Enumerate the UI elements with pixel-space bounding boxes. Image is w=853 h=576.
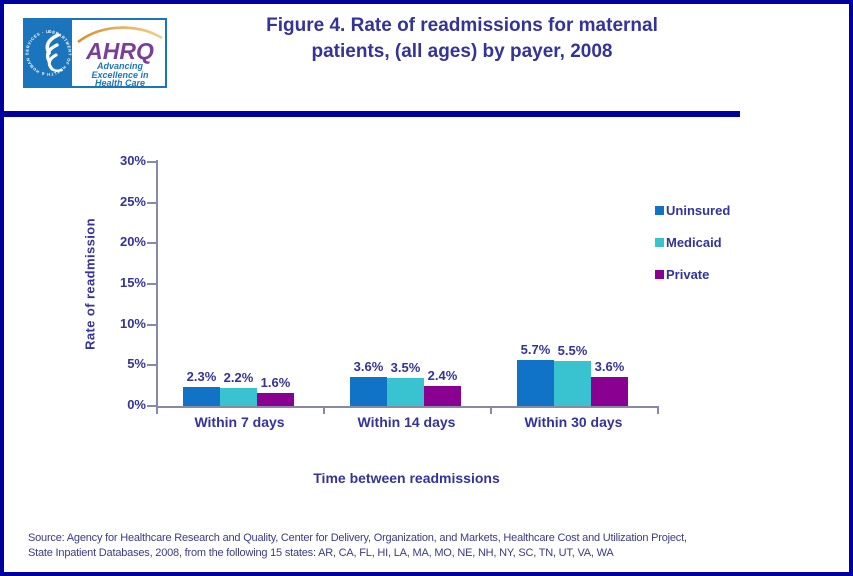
header-divider bbox=[4, 111, 740, 117]
y-tick-mark bbox=[147, 405, 156, 407]
x-tick-mark bbox=[657, 406, 659, 414]
x-tick-mark bbox=[156, 406, 158, 414]
y-tick-label: 15% bbox=[119, 275, 146, 290]
y-tick-mark bbox=[147, 242, 156, 245]
bar-value-label: 5.7% bbox=[520, 341, 551, 357]
bar-value-label: 3.6% bbox=[594, 358, 625, 374]
category-label: Within 30 days bbox=[524, 414, 623, 430]
bar-value-label: 3.5% bbox=[390, 359, 421, 375]
legend-swatch-icon bbox=[655, 238, 664, 247]
bar-private bbox=[591, 376, 628, 406]
bar-medicaid bbox=[387, 377, 424, 406]
y-tick-label: 30% bbox=[119, 153, 146, 168]
bar-value-label: 3.6% bbox=[353, 358, 384, 374]
bar-value-label: 2.4% bbox=[427, 368, 458, 384]
legend-swatch-icon bbox=[655, 206, 664, 215]
bar-medicaid bbox=[554, 361, 591, 406]
source-line2: State Inpatient Databases, 2008, from th… bbox=[28, 547, 614, 559]
legend-swatch-icon bbox=[655, 270, 664, 279]
bar-uninsured bbox=[517, 359, 554, 406]
ahrq-logo: DEPARTMENT OF HEALTH & HUMAN SERVICES · … bbox=[23, 18, 167, 88]
legend: Uninsured Medicaid Private bbox=[655, 203, 730, 299]
x-tick-mark bbox=[490, 406, 492, 414]
figure-title-line1: Figure 4. Rate of readmissions for mater… bbox=[266, 15, 658, 36]
y-tick-label: 5% bbox=[127, 356, 146, 372]
bar-medicaid bbox=[220, 388, 257, 406]
y-tick-mark bbox=[147, 364, 156, 367]
figure-title-line2: patients, (all ages) by payer, 2008 bbox=[311, 41, 613, 62]
legend-label: Private bbox=[666, 267, 710, 282]
legend-label: Medicaid bbox=[666, 235, 722, 250]
source-line1: Source: Agency for Healthcare Research a… bbox=[28, 532, 687, 544]
bar-value-label: 1.6% bbox=[260, 374, 291, 390]
tagline-line3: Health Care bbox=[95, 78, 145, 88]
ahrq-wordmark: AHRQ Advancing Excellence in Health Care bbox=[77, 26, 163, 88]
y-tick-label: 0% bbox=[127, 397, 146, 412]
y-tick-mark bbox=[147, 323, 156, 326]
y-tick-label: 25% bbox=[119, 193, 146, 209]
source-note: Source: Agency for Healthcare Research a… bbox=[28, 531, 828, 561]
orange-arc-icon bbox=[77, 26, 163, 44]
y-tick-mark bbox=[147, 201, 156, 204]
ahrq-text: AHRQ bbox=[85, 38, 154, 64]
tagline-line1: Advancing bbox=[96, 61, 144, 71]
x-tick-mark bbox=[323, 406, 325, 414]
bar-value-label: 2.2% bbox=[223, 370, 254, 386]
bar-uninsured bbox=[350, 376, 387, 406]
hhs-eagle-icon bbox=[45, 33, 63, 72]
legend-item-private: Private bbox=[655, 267, 730, 282]
category-label: Within 14 days bbox=[357, 414, 456, 430]
bar-value-label: 2.3% bbox=[186, 369, 217, 385]
bar-private bbox=[424, 386, 461, 406]
y-tick-label: 20% bbox=[119, 234, 146, 250]
bar-private bbox=[257, 392, 294, 406]
legend-item-uninsured: Uninsured bbox=[655, 203, 730, 218]
x-axis-line bbox=[156, 406, 659, 408]
legend-label: Uninsured bbox=[666, 203, 731, 218]
y-tick-mark bbox=[147, 283, 156, 285]
x-axis-title: Time between readmissions bbox=[313, 470, 500, 486]
y-tick-mark bbox=[147, 161, 156, 163]
y-tick-label: 10% bbox=[119, 315, 146, 331]
bar-value-label: 5.5% bbox=[557, 343, 588, 359]
tagline-line2: Excellence in bbox=[91, 70, 149, 80]
y-axis-line bbox=[156, 160, 158, 408]
category-label: Within 7 days bbox=[194, 414, 285, 430]
legend-item-medicaid: Medicaid bbox=[655, 235, 730, 250]
bar-uninsured bbox=[183, 387, 220, 406]
figure-title: Figure 4. Rate of readmissions for mater… bbox=[170, 13, 754, 65]
